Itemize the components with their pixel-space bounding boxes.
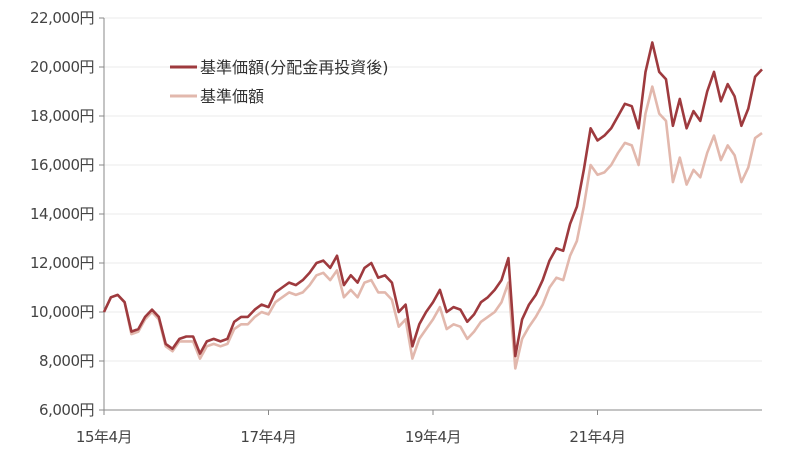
y-tick-label: 16,000円 bbox=[30, 156, 94, 174]
series-line-nav bbox=[102, 85, 763, 370]
x-tick-label: 17年4月 bbox=[240, 428, 296, 446]
y-tick-label: 6,000円 bbox=[39, 401, 94, 419]
x-tick-label: 21年4月 bbox=[569, 428, 625, 446]
y-tick-label: 14,000円 bbox=[30, 205, 94, 223]
x-tick-label: 19年4月 bbox=[405, 428, 461, 446]
x-axis: 15年4月 17年4月 19年4月 21年4月 bbox=[76, 409, 762, 446]
legend: 基準価額(分配金再投資後) 基準価額 bbox=[170, 58, 389, 106]
y-tick-label: 18,000円 bbox=[30, 107, 94, 125]
gridlines bbox=[104, 17, 762, 362]
series-line-reinvested bbox=[102, 41, 763, 358]
series-lines bbox=[102, 41, 763, 370]
y-tick-label: 8,000円 bbox=[39, 352, 94, 370]
y-tick-label: 22,000円 bbox=[30, 9, 94, 27]
x-tick-label: 15年4月 bbox=[76, 428, 132, 446]
y-tick-label: 10,000円 bbox=[30, 303, 94, 321]
legend-label-reinvested: 基準価額(分配金再投資後) bbox=[200, 58, 389, 77]
legend-label-nav: 基準価額 bbox=[200, 87, 264, 106]
y-tick-label: 20,000円 bbox=[30, 58, 94, 76]
y-tick-label: 12,000円 bbox=[30, 254, 94, 272]
y-axis: 6,000円 8,000円 10,000円 12,000円 14,000円 16,000円… bbox=[30, 9, 105, 419]
